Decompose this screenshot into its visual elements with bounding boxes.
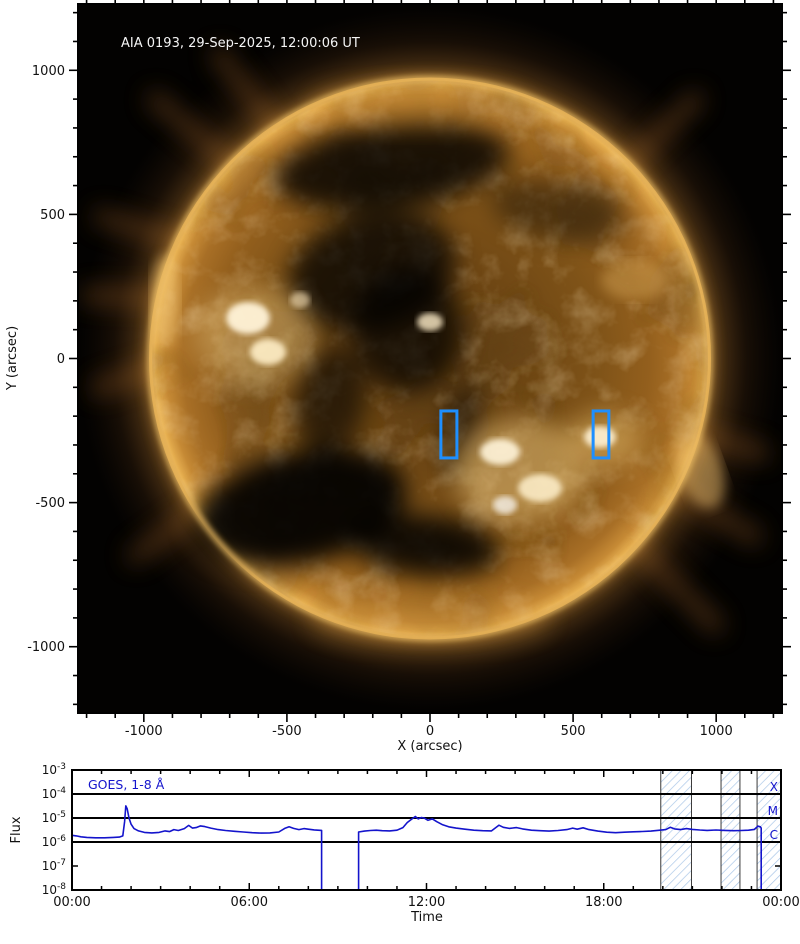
goes-x-tick-label: 06:00 [231, 895, 268, 910]
roi-box [439, 409, 459, 460]
flare-class-label: X [770, 780, 778, 794]
goes-x-tick-label: 12:00 [408, 895, 445, 910]
goes-x-tick-label: 00:00 [762, 895, 799, 910]
y-tick-label: 500 [40, 208, 65, 223]
goes-yaxis-label: Flux [9, 816, 24, 843]
goes-xaxis-label: Time [410, 910, 443, 925]
goes-y-tick-label: 10-7 [42, 858, 66, 873]
x-tick-label: -1000 [125, 724, 163, 739]
goes-flux-curve [71, 805, 323, 891]
roi-box [591, 409, 611, 460]
aia-title: AIA 0193, 29-Sep-2025, 12:00:06 UT [121, 36, 360, 51]
goes-y-tick-label: 10-3 [42, 762, 66, 777]
x-tick-label: -500 [272, 724, 302, 739]
coronal-holes [193, 121, 630, 576]
goes-y-tick-label: 10-6 [42, 834, 67, 849]
solar-image [78, 4, 782, 713]
solar-limb [147, 76, 713, 641]
goes-x-tick-label: 00:00 [53, 895, 90, 910]
flare-class-label: C [770, 828, 778, 842]
goes-y-tick-label: 10-4 [42, 786, 67, 801]
goes-x-tick-label: 18:00 [585, 895, 622, 910]
solar-limb-outer [144, 73, 716, 644]
aia-plot: -1000 -500 0 500 1000 1000 500 0 -500 -1000 AIA 0… [5, 0, 791, 754]
goes-flux-curve [357, 815, 762, 891]
y-tick-label: -500 [35, 496, 65, 511]
x-tick-label: 1000 [700, 724, 733, 739]
x-tick-label: 0 [426, 724, 434, 739]
goes-y-tick-label: 10-5 [42, 810, 66, 825]
y-tick-label: 0 [57, 352, 65, 367]
aia-xaxis-label: X (arcsec) [397, 739, 462, 754]
y-tick-label: -1000 [27, 640, 65, 655]
goes-plot: XMC 00:00 06:00 12:00 18:00 00:00 10-3 10-4 10-… [9, 762, 800, 925]
x-tick-label: 500 [561, 724, 586, 739]
y-tick-label: 1000 [32, 64, 65, 79]
aia-yaxis-label: Y (arcsec) [5, 326, 20, 391]
flare-class-label: M [768, 804, 778, 818]
goes-legend: GOES, 1-8 Å [88, 777, 165, 792]
aia-plot-frame [77, 3, 783, 714]
